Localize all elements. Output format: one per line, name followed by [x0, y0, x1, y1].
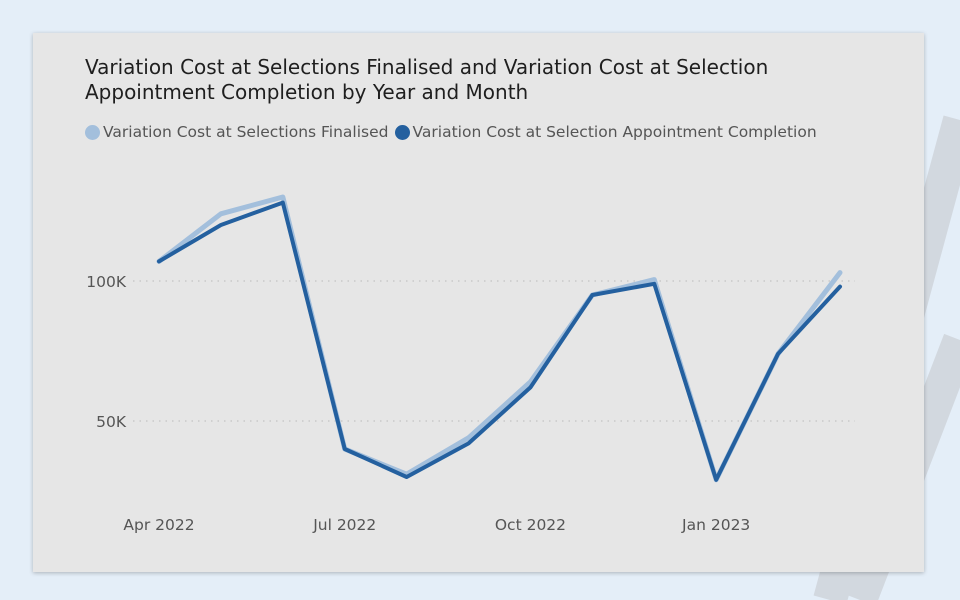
legend-item-selections-finalised[interactable]: Variation Cost at Selections Finalised	[85, 123, 389, 141]
legend-marker-appointment-completion	[394, 124, 410, 140]
legend-item-appointment-completion[interactable]: Variation Cost at Selection Appointment …	[394, 123, 817, 141]
x-tick-label: Apr 2022	[123, 516, 194, 534]
line-chart: 50K 100K Apr 2022 Jul 2022 Oct 2022 Jan 2023	[86, 194, 855, 534]
y-tick-label: 50K	[96, 413, 127, 431]
chart-legend: Variation Cost at Selections Finalised V…	[85, 123, 823, 141]
chart-title: Variation Cost at Selections Finalised a…	[85, 55, 845, 105]
legend-marker-selections-finalised	[85, 124, 100, 140]
chart-title-line-2: Appointment Completion by Year and Month	[85, 80, 529, 104]
legend-label-appointment-completion: Variation Cost at Selection Appointment …	[412, 123, 817, 141]
chart-card: Variation Cost at Selections Finalised a…	[33, 33, 924, 572]
x-tick-label: Jul 2022	[312, 516, 376, 534]
x-tick-label: Jan 2023	[681, 516, 750, 534]
y-tick-label: 100K	[86, 273, 127, 291]
legend-label-selections-finalised: Variation Cost at Selections Finalised	[103, 123, 389, 141]
x-tick-label: Oct 2022	[495, 516, 566, 534]
chart-title-line-1: Variation Cost at Selections Finalised a…	[85, 55, 769, 79]
series-line-appointment-completion	[157, 200, 842, 482]
